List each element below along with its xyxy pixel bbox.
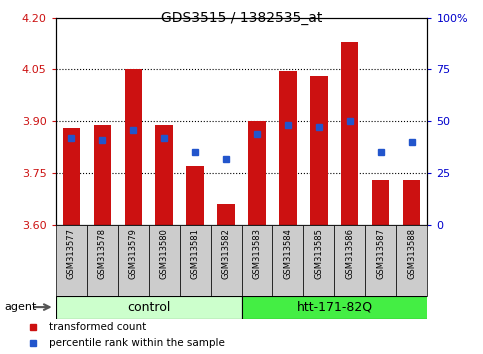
- Text: GSM313584: GSM313584: [284, 228, 293, 279]
- Bar: [56, 225, 86, 296]
- Bar: [311, 76, 327, 225]
- Text: agent: agent: [5, 302, 37, 312]
- Bar: [156, 125, 172, 225]
- Bar: [117, 225, 149, 296]
- Text: GSM313582: GSM313582: [222, 228, 230, 279]
- Bar: [372, 180, 389, 225]
- Bar: [272, 225, 303, 296]
- Bar: [341, 42, 358, 225]
- Bar: [280, 71, 297, 225]
- Text: GSM313586: GSM313586: [345, 228, 355, 279]
- Bar: [242, 225, 272, 296]
- Bar: [149, 225, 180, 296]
- Text: GSM313581: GSM313581: [190, 228, 199, 279]
- Bar: [403, 180, 421, 225]
- Text: GSM313585: GSM313585: [314, 228, 324, 279]
- Text: GSM313583: GSM313583: [253, 228, 261, 279]
- Text: GSM313588: GSM313588: [408, 228, 416, 279]
- Text: percentile rank within the sample: percentile rank within the sample: [49, 338, 225, 348]
- Bar: [242, 296, 443, 319]
- Bar: [125, 69, 142, 225]
- Text: transformed count: transformed count: [49, 322, 146, 332]
- Bar: [186, 166, 203, 225]
- Bar: [397, 225, 427, 296]
- Bar: [248, 121, 266, 225]
- Bar: [94, 125, 111, 225]
- Bar: [211, 225, 242, 296]
- Bar: [334, 225, 366, 296]
- Text: control: control: [127, 301, 170, 314]
- Text: GDS3515 / 1382535_at: GDS3515 / 1382535_at: [161, 11, 322, 25]
- Text: GSM313577: GSM313577: [67, 228, 75, 279]
- Bar: [56, 296, 242, 319]
- Text: GSM313580: GSM313580: [159, 228, 169, 279]
- Text: GSM313579: GSM313579: [128, 228, 138, 279]
- Text: GSM313587: GSM313587: [376, 228, 385, 279]
- Text: htt-171-82Q: htt-171-82Q: [297, 301, 372, 314]
- Bar: [180, 225, 211, 296]
- Bar: [366, 225, 397, 296]
- Bar: [62, 128, 80, 225]
- Bar: [86, 225, 117, 296]
- Bar: [303, 225, 334, 296]
- Bar: [217, 204, 235, 225]
- Text: GSM313578: GSM313578: [98, 228, 107, 279]
